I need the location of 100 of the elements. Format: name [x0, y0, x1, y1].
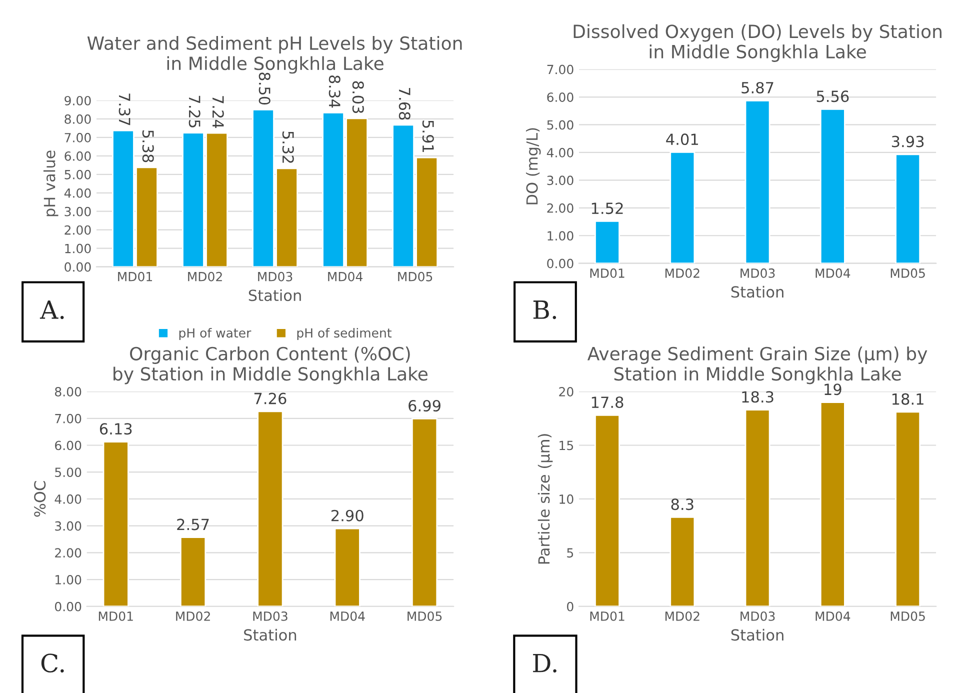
data-label: 18.3 [742, 391, 774, 403]
chart-title: Average Sediment Grain Size (µm) by Station in Middle Songkhla Lake [587, 346, 928, 384]
bar [180, 536, 206, 606]
y-tick-label: 1.00 [65, 244, 91, 254]
y-axis-title: %OC [34, 481, 46, 517]
x-tick-label: MD02 [188, 272, 222, 282]
y-tick-label: 7.00 [547, 64, 574, 74]
y-tick-label: 3.00 [55, 521, 82, 531]
bar [820, 108, 846, 264]
data-label: 2.57 [177, 518, 209, 530]
y-tick-label: 5 [567, 548, 574, 558]
data-label: 5.87 [742, 82, 774, 94]
bar [411, 418, 438, 606]
x-tick-label: MD01 [590, 611, 624, 621]
y-tick-label: 4.00 [64, 188, 91, 198]
data-label: 7.24 [212, 96, 224, 128]
y-tick-label: 20 [559, 387, 574, 396]
data-label: 18.1 [892, 393, 924, 405]
y-tick-label: 2.00 [547, 203, 574, 213]
x-axis-title: Station [731, 628, 784, 641]
y-tick-label: 5.00 [55, 468, 82, 478]
x-tick-label: MD02 [665, 268, 700, 278]
y-tick-label: 0.00 [64, 262, 91, 272]
y-tick-label: 10 [560, 494, 574, 504]
y-tick-label: 0.00 [547, 258, 574, 268]
data-label: 8.03 [352, 81, 364, 114]
bar [670, 516, 696, 606]
y-tick-label: 3.00 [64, 206, 91, 216]
bar [594, 220, 620, 264]
x-tick-label: MD03 [253, 611, 288, 621]
y-tick-label: 7.00 [64, 132, 91, 142]
y-tick-label: 1.00 [548, 231, 574, 241]
legend-label: pH of water [179, 328, 252, 340]
y-tick-label: 9.00 [64, 96, 91, 106]
y-tick-label: 5.00 [64, 170, 91, 180]
data-label: 7.26 [254, 392, 286, 404]
x-tick-label: MD05 [890, 268, 925, 278]
x-tick-label: MD01 [590, 268, 624, 278]
bar [594, 414, 620, 606]
data-label: 7.37 [118, 94, 130, 126]
bar [744, 409, 770, 606]
text: A. [40, 300, 64, 320]
y-tick-label: 4.00 [546, 148, 574, 158]
y-tick-label: 6.00 [55, 440, 82, 450]
y-tick-label: 4.00 [54, 494, 82, 504]
data-label: 7.25 [188, 96, 200, 128]
bar [744, 100, 770, 264]
y-tick-label: 3.00 [547, 176, 574, 186]
x-tick-label: MD03 [740, 268, 775, 278]
chart-title: Dissolved Oxygen (DO) Levels by Station in Middle Songkhla Lake [574, 24, 942, 62]
bar [257, 410, 284, 606]
x-tick-label: MD05 [408, 611, 442, 621]
x-tick-label: MD03 [258, 272, 292, 282]
x-tick-label: MD05 [398, 272, 432, 282]
x-axis-title: Station [731, 286, 784, 298]
y-tick-label: 5.00 [547, 120, 574, 130]
data-label: 1.52 [592, 202, 623, 214]
data-label: 8.34 [328, 76, 340, 108]
bar [895, 411, 921, 606]
y-tick-label: 2.00 [64, 225, 91, 235]
data-label: 2.90 [331, 510, 364, 522]
data-label: 5.56 [816, 90, 849, 102]
x-tick-label: MD02 [176, 611, 210, 621]
bar [895, 154, 921, 264]
y-tick-label: 8.00 [64, 114, 91, 124]
x-tick-label: MD02 [665, 611, 700, 621]
y-tick-label: 8.00 [55, 387, 82, 396]
data-label: 5.32 [282, 131, 294, 163]
data-label: 8.50 [258, 72, 270, 105]
y-tick-label: 0.00 [54, 602, 82, 612]
chart-title: Water and Sediment pH Levels by Station in Middle Songkhla Lake [87, 36, 462, 74]
y-tick-label: 6.00 [64, 151, 91, 161]
y-axis-title: pH value [43, 150, 58, 216]
legend-label: pH of sediment [297, 328, 392, 340]
data-label: 17.8 [592, 396, 624, 408]
text: B. [533, 300, 556, 320]
data-label: 6.13 [100, 423, 132, 435]
x-tick-label: MD04 [328, 272, 362, 282]
data-label: 8.3 [671, 498, 694, 510]
y-tick-label: 7.00 [55, 414, 82, 424]
bar [670, 151, 696, 264]
x-tick-label: MD01 [98, 611, 133, 621]
data-label: 7.68 [398, 88, 410, 120]
x-axis-title: Station [244, 628, 296, 641]
bar [820, 402, 846, 606]
x-axis-title: Station [248, 289, 301, 302]
x-tick-label: MD04 [816, 611, 850, 621]
y-tick-label: 1.00 [56, 574, 82, 584]
chart-title: Organic Carbon Content (%OC) by Station in Middle Songkhla Lake [114, 346, 428, 384]
y-axis-title: Particle size (µm) [538, 434, 553, 564]
data-label: 6.99 [408, 400, 440, 412]
data-label: 5.91 [422, 120, 434, 152]
bar [334, 528, 360, 606]
y-tick-label: 2.00 [55, 548, 82, 558]
y-tick-label: 6.00 [547, 92, 574, 102]
y-tick-label: 0 [567, 602, 574, 612]
data-label: 19 [824, 384, 842, 396]
data-label: 3.93 [892, 136, 924, 148]
text: C. [41, 654, 64, 673]
y-tick-label: 15 [560, 440, 574, 450]
